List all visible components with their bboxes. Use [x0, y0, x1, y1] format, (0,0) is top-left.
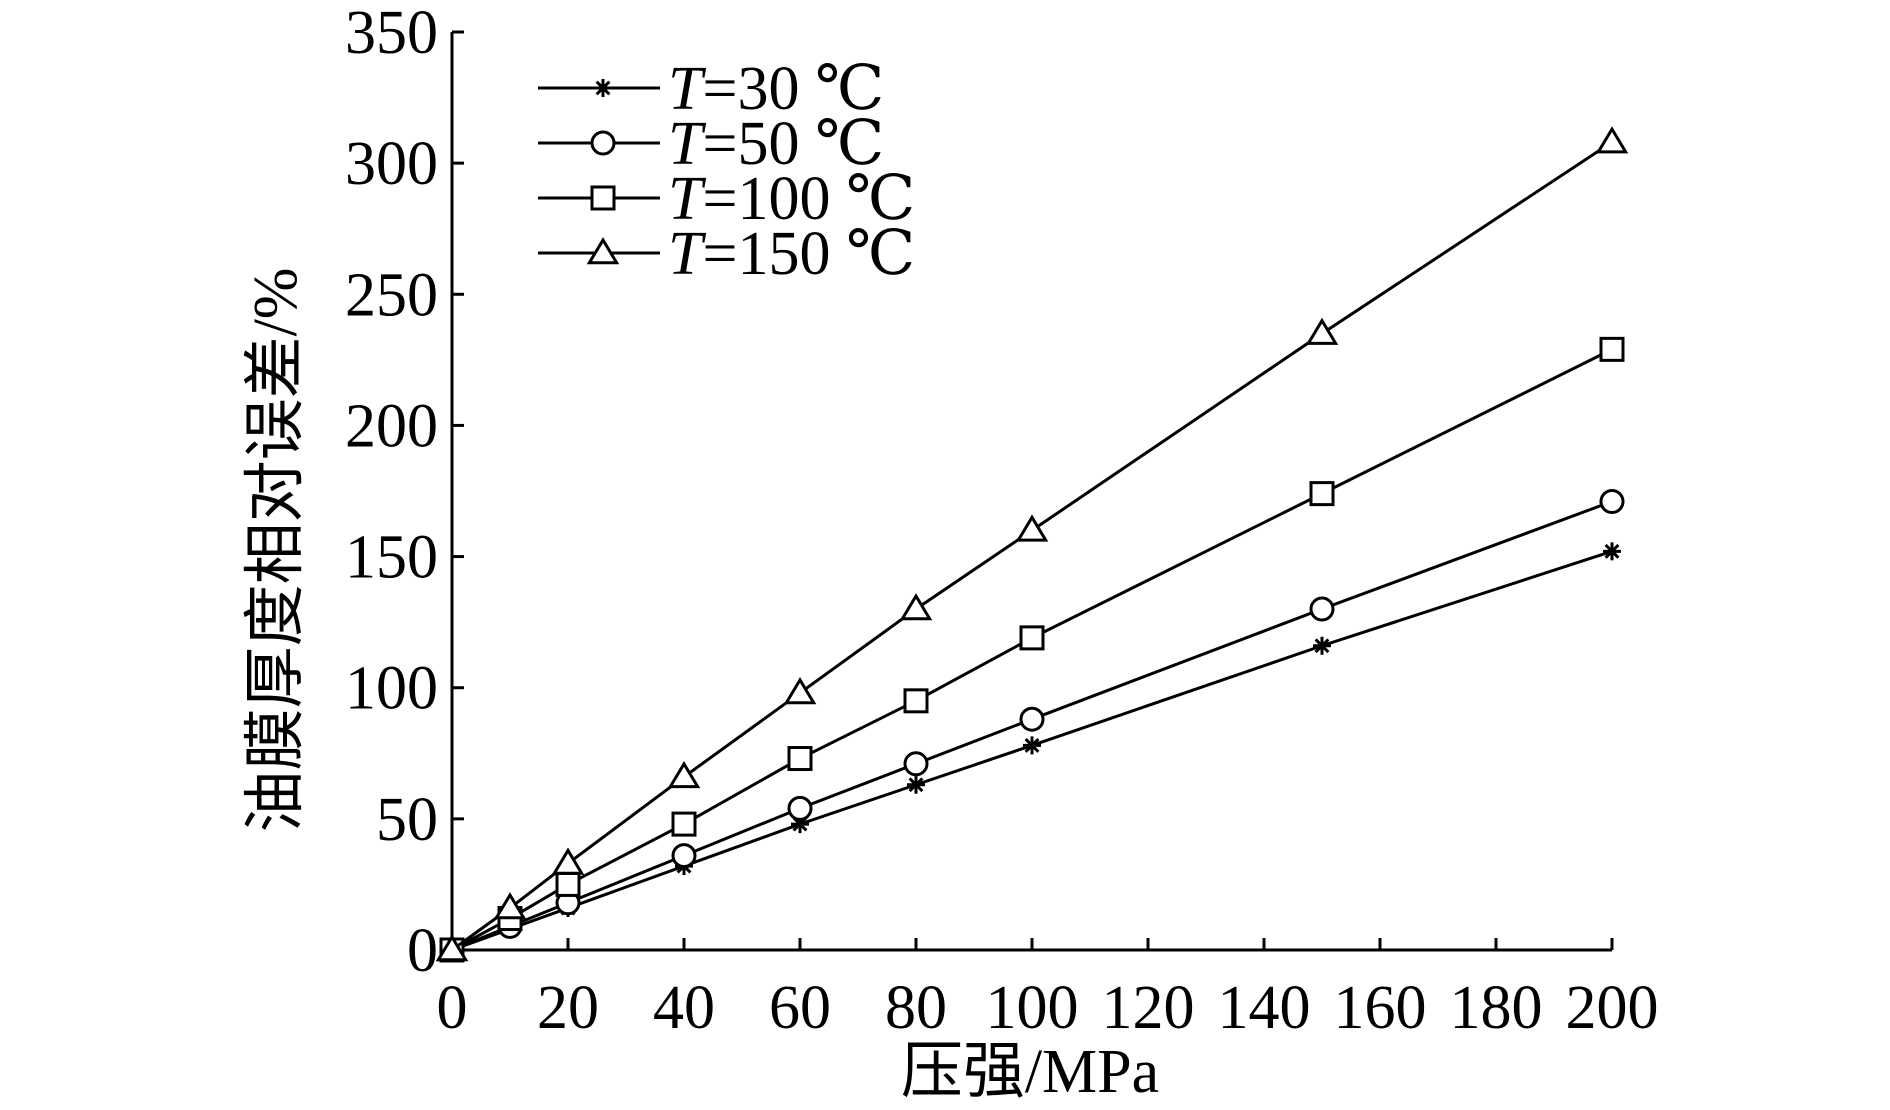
y-tick-label: 300: [345, 130, 438, 198]
series-line: [451, 140, 1613, 952]
x-axis-ticks: 0 20 40 60 80 100 120 140 160 180 200: [437, 938, 1659, 1042]
data-point: [435, 934, 469, 962]
legend-marker: [586, 237, 620, 265]
y-tick-label: 350: [345, 0, 438, 67]
data-point: [551, 847, 585, 875]
x-tick-label: 200: [1566, 974, 1659, 1042]
data-point: [1313, 636, 1331, 655]
data-point: [1019, 625, 1045, 651]
y-tick-label: 250: [345, 261, 438, 329]
y-axis-label: 油膜厚度相对误差/%: [242, 268, 310, 833]
data-point: [555, 871, 581, 897]
data-point: [903, 751, 929, 777]
x-tick-label: 80: [885, 974, 947, 1042]
data-point: [671, 811, 697, 837]
data-point: [1309, 596, 1335, 622]
data-point: [787, 795, 813, 821]
data-point: [1019, 706, 1045, 732]
series-3: [435, 126, 1629, 962]
data-point: [1599, 336, 1625, 362]
data-point: [671, 843, 697, 869]
legend: T=30 ℃T=50 ℃T=100 ℃T=150 ℃: [538, 55, 915, 288]
data-point: [667, 760, 701, 789]
y-tick-label: 0: [407, 917, 438, 985]
legend-value: =30 ℃: [702, 55, 884, 123]
data-point: [1599, 488, 1625, 514]
legend-entry: T=30 ℃: [538, 55, 884, 123]
legend-marker: [590, 185, 616, 211]
legend-value: =100 ℃: [702, 165, 915, 233]
legend-label: T=50 ℃: [668, 110, 884, 178]
x-tick-label: 40: [653, 974, 715, 1042]
legend-variable: T: [668, 55, 707, 123]
x-tick-label: 160: [1334, 974, 1427, 1042]
x-tick-label: 180: [1450, 974, 1543, 1042]
data-point: [903, 688, 929, 714]
legend-variable: T: [668, 165, 707, 233]
legend-label: T=30 ℃: [668, 55, 884, 123]
data-point: [1015, 514, 1049, 542]
legend-label: T=150 ℃: [668, 220, 915, 288]
data-point: [1309, 481, 1335, 507]
legend-entry: T=150 ℃: [538, 220, 915, 288]
legend-label: T=100 ℃: [668, 165, 915, 233]
series-2: [439, 336, 1625, 963]
legend-variable: T: [668, 110, 707, 178]
data-point: [1603, 542, 1621, 561]
data-point: [1023, 736, 1041, 755]
legend-entry: T=50 ℃: [538, 110, 884, 178]
data-point: [1595, 126, 1629, 154]
x-tick-label: 60: [769, 974, 831, 1042]
x-tick-label: 120: [1102, 974, 1195, 1042]
data-point: [907, 775, 925, 794]
y-tick-label: 150: [345, 524, 438, 592]
data-point: [783, 677, 817, 705]
y-tick-label: 200: [345, 392, 438, 460]
legend-value: =150 ℃: [702, 220, 915, 288]
series-0: [443, 542, 1621, 959]
data-point: [787, 746, 813, 772]
y-tick-label: 100: [345, 655, 438, 723]
x-tick-label: 140: [1218, 974, 1311, 1042]
legend-value: =50 ℃: [702, 110, 884, 178]
x-tick-label: 100: [986, 974, 1079, 1042]
data-point: [899, 593, 933, 621]
x-tick-label: 0: [437, 974, 468, 1042]
legend-variable: T: [668, 220, 707, 288]
x-tick-label: 20: [537, 974, 599, 1042]
series-group: [435, 126, 1629, 963]
legend-marker: [590, 130, 616, 156]
legend-marker: [594, 79, 612, 97]
legend-entry: T=100 ℃: [538, 165, 915, 233]
data-point: [1305, 317, 1339, 345]
axes: [450, 32, 1612, 952]
y-axis-ticks: 0 50 100 150 200 250 300 350: [345, 0, 464, 985]
data-point: [493, 892, 527, 920]
x-axis-label: 压强/MPa: [901, 1038, 1159, 1106]
y-tick-label: 50: [376, 786, 438, 854]
